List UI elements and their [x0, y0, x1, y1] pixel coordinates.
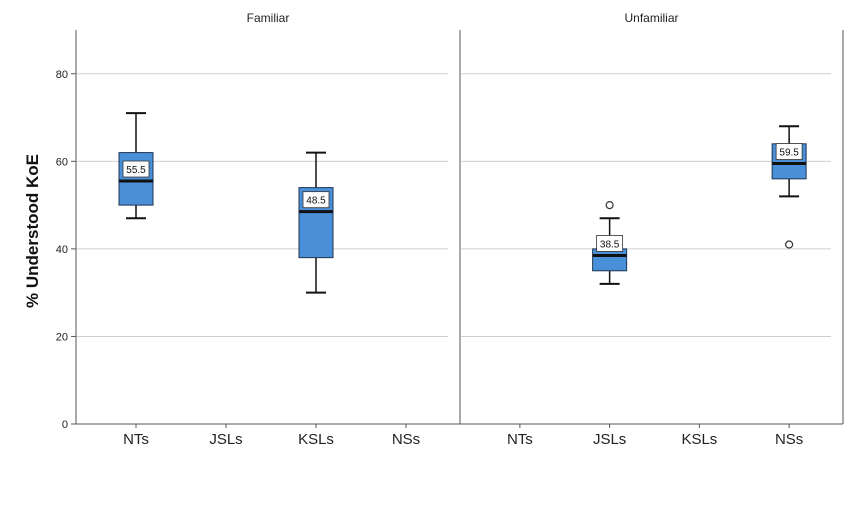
panel-title: Familiar: [247, 11, 290, 25]
y-axis-title: % Understood KoE: [23, 154, 42, 308]
median-label: 38.5: [600, 239, 620, 250]
median-label-box: [302, 191, 330, 209]
box-nts: 55.5: [118, 112, 154, 220]
median-label-box: [122, 160, 150, 178]
y-tick-label: 60: [56, 156, 68, 168]
outlier-point: [605, 201, 614, 210]
y-tick-label: 40: [56, 244, 68, 256]
outlier-point: [785, 240, 794, 249]
median-label: 59.5: [779, 148, 799, 159]
x-tick-label: JSLs: [593, 431, 626, 448]
x-tick-label: JSLs: [209, 431, 242, 448]
box-jsls: 38.5: [592, 201, 628, 285]
box-iqr: [592, 248, 628, 272]
median-label-box: [596, 235, 624, 252]
box-nss: 59.5: [771, 125, 807, 249]
x-tick-label: KSLs: [298, 431, 334, 448]
box-ksls: 48.5: [298, 151, 334, 294]
median-label: 48.5: [306, 196, 326, 207]
x-tick-label: NSs: [392, 431, 420, 448]
y-tick-label: 20: [56, 331, 68, 343]
x-tick-label: NTs: [123, 431, 149, 448]
x-tick-label: NSs: [775, 431, 803, 448]
y-tick-label: 80: [56, 69, 68, 81]
box-iqr: [118, 152, 154, 206]
panel-title: Unfamiliar: [624, 11, 678, 25]
y-tick-label: 0: [62, 419, 68, 431]
median-label: 55.5: [126, 165, 146, 176]
median-label-box: [775, 143, 803, 160]
x-tick-label: KSLs: [681, 431, 717, 448]
x-tick-label: NTs: [507, 431, 533, 448]
